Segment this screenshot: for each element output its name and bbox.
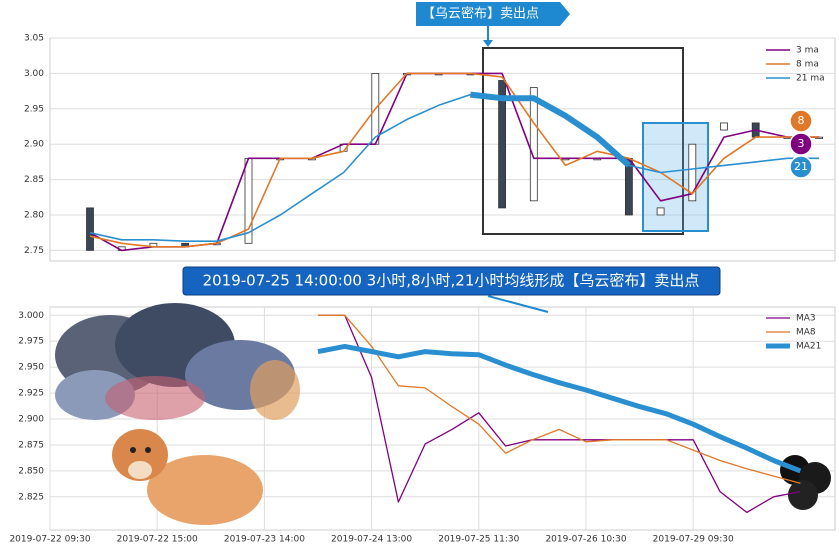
candle xyxy=(86,207,94,251)
ma-line xyxy=(317,343,802,474)
y-tick-label: 2.850 xyxy=(18,466,44,476)
legend-label: 8 ma xyxy=(796,60,819,70)
dog-image xyxy=(145,447,151,453)
legend-label: MA8 xyxy=(796,328,816,338)
candle xyxy=(720,122,728,131)
x-tick-label: 2019-07-24 13:00 xyxy=(331,535,412,545)
ma-line xyxy=(89,93,820,242)
y-tick-label: 3.000 xyxy=(18,311,44,321)
y-tick-label: 2.80 xyxy=(24,210,44,220)
badge xyxy=(789,109,813,133)
badge-label: 21 xyxy=(794,160,808,173)
y-tick-label: 3.00 xyxy=(24,69,44,79)
decorations xyxy=(55,303,831,525)
x-tick-label: 2019-07-26 10:30 xyxy=(545,535,626,545)
y-tick-label: 2.950 xyxy=(18,363,44,373)
ma-line xyxy=(89,72,820,248)
dog-image xyxy=(147,455,263,525)
badge xyxy=(789,155,813,179)
badge-label: 3 xyxy=(798,137,805,150)
x-tick-label: 2019-07-29 09:30 xyxy=(653,535,734,545)
y-tick-label: 2.75 xyxy=(24,246,44,256)
y-tick-label: 2.90 xyxy=(24,140,44,150)
dog-image xyxy=(112,429,168,481)
banner-text: 【乌云密布】卖出点 xyxy=(422,6,539,22)
ma-line xyxy=(318,314,801,514)
y-tick-label: 2.95 xyxy=(24,104,44,114)
candle xyxy=(529,87,538,202)
legend-label: 21 ma xyxy=(796,74,825,84)
y-tick-label: 2.925 xyxy=(18,389,44,399)
middle-banner xyxy=(182,266,721,296)
candle xyxy=(688,143,697,202)
dog-image xyxy=(128,461,152,479)
y-tick-label: 2.975 xyxy=(18,337,44,347)
x-tick-label: 2019-07-22 09:30 xyxy=(9,535,90,545)
badge-label: 8 xyxy=(798,114,805,127)
legend-label: MA21 xyxy=(796,342,821,352)
highlight-box xyxy=(642,122,709,232)
y-tick-label: 3.05 xyxy=(24,34,44,44)
ma-highlight xyxy=(470,91,631,168)
x-tick-label: 2019-07-23 14:00 xyxy=(224,535,305,545)
ma-line xyxy=(318,314,801,484)
arrow xyxy=(483,40,493,47)
y-tick-label: 2.900 xyxy=(18,415,44,425)
y-tick-label: 2.875 xyxy=(18,440,44,450)
candle xyxy=(656,207,665,216)
y-tick-label: 2.85 xyxy=(24,175,44,185)
x-tick-label: 2019-07-22 15:00 xyxy=(117,535,198,545)
cloud-image xyxy=(105,376,205,420)
focus-box xyxy=(482,47,684,235)
y-tick-label: 2.825 xyxy=(18,492,44,502)
badge xyxy=(789,132,813,156)
cloud-image xyxy=(250,360,300,420)
legend-label: MA3 xyxy=(796,314,816,324)
top-banner xyxy=(416,2,570,26)
banner-text: 2019-07-25 14:00:00 3小时,8小时,21小时均线形成【乌云密… xyxy=(203,272,700,290)
candle xyxy=(498,80,507,209)
x-tick-label: 2019-07-25 11:30 xyxy=(438,535,519,545)
arrow xyxy=(487,295,549,313)
dog-image xyxy=(130,447,136,453)
dark-cloud-image xyxy=(788,480,818,510)
legend-label: 3 ma xyxy=(796,46,819,56)
